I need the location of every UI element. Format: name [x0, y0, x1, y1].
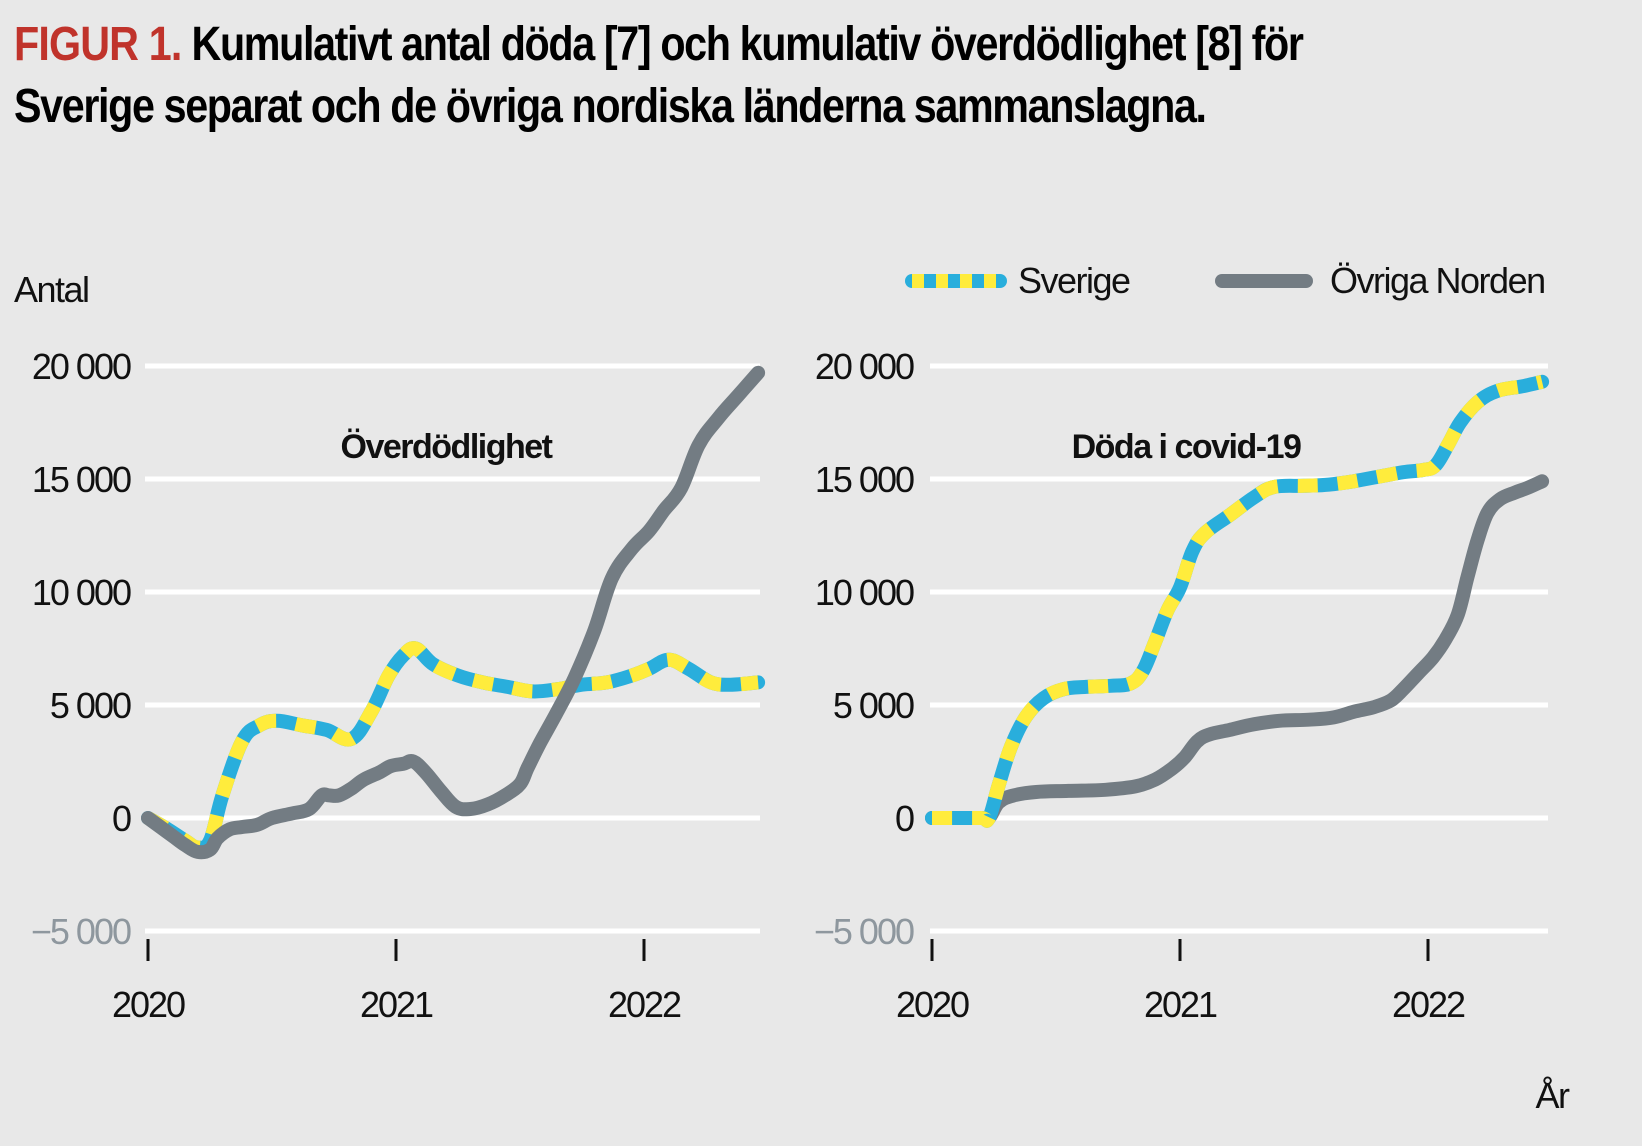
line-ovriga-norden — [925, 474, 1550, 827]
x-tick-label: 2021 — [1144, 984, 1217, 1025]
y-tick-label: 5 000 — [50, 685, 131, 726]
x-tick-label: 2022 — [608, 984, 681, 1025]
y-tick-label: 5 000 — [833, 685, 914, 726]
panel-overdodlighet: −5 000 0 5 000 10 000 15 000 20 000 2020 2021 20… — [31, 346, 766, 1025]
series-sverige — [925, 374, 1550, 828]
figure-title: FIGUR 1. Kumulativt antal döda [7] och k… — [14, 14, 1407, 138]
legend-label-sverige: Sverige — [1018, 260, 1130, 301]
x-tick-label: 2020 — [112, 984, 185, 1025]
y-tick-label: 15 000 — [815, 459, 914, 500]
panel-doda-covid: −5 000 0 5 000 10 000 15 000 20 000 2020 2021 20… — [814, 346, 1550, 1025]
y-tick-label: 0 — [895, 798, 914, 839]
y-tick-label: 0 — [112, 798, 131, 839]
panel-title: Döda i covid-19 — [1072, 428, 1301, 466]
legend-label-ovriga-norden: Övriga Norden — [1330, 260, 1545, 301]
figure-label: FIGUR 1. — [14, 18, 182, 71]
y-tick-label: −5 000 — [814, 911, 914, 952]
series-ovriga-norden — [141, 365, 766, 860]
y-axis-label: Antal — [14, 269, 89, 310]
y-tick-label: 15 000 — [32, 459, 131, 500]
legend: Sverige Övriga Norden — [905, 260, 1546, 301]
x-tick-label: 2021 — [360, 984, 433, 1025]
line-ovriga-norden — [141, 365, 766, 860]
y-tick-label: −5 000 — [31, 911, 131, 952]
y-tick-label: 10 000 — [815, 572, 914, 613]
line-sverige-dash — [144, 641, 759, 855]
x-tick-label: 2020 — [896, 984, 969, 1025]
series-sverige — [141, 641, 766, 855]
series-ovriga-norden — [925, 474, 1550, 827]
figure-caption: Kumulativt antal döda [7] och kumulativ … — [14, 18, 1304, 133]
y-tick-label: 20 000 — [815, 346, 914, 387]
legend-item-sverige: Sverige — [905, 260, 1132, 301]
x-axis-label: År — [1536, 1075, 1571, 1116]
y-tick-label: 20 000 — [32, 346, 131, 387]
legend-item-ovriga-norden: Övriga Norden — [1215, 260, 1546, 301]
panel-title: Överdödlighet — [341, 428, 553, 466]
y-tick-label: 10 000 — [32, 572, 131, 613]
x-tick-label: 2022 — [1392, 984, 1465, 1025]
line-sverige-dash — [932, 374, 1544, 828]
